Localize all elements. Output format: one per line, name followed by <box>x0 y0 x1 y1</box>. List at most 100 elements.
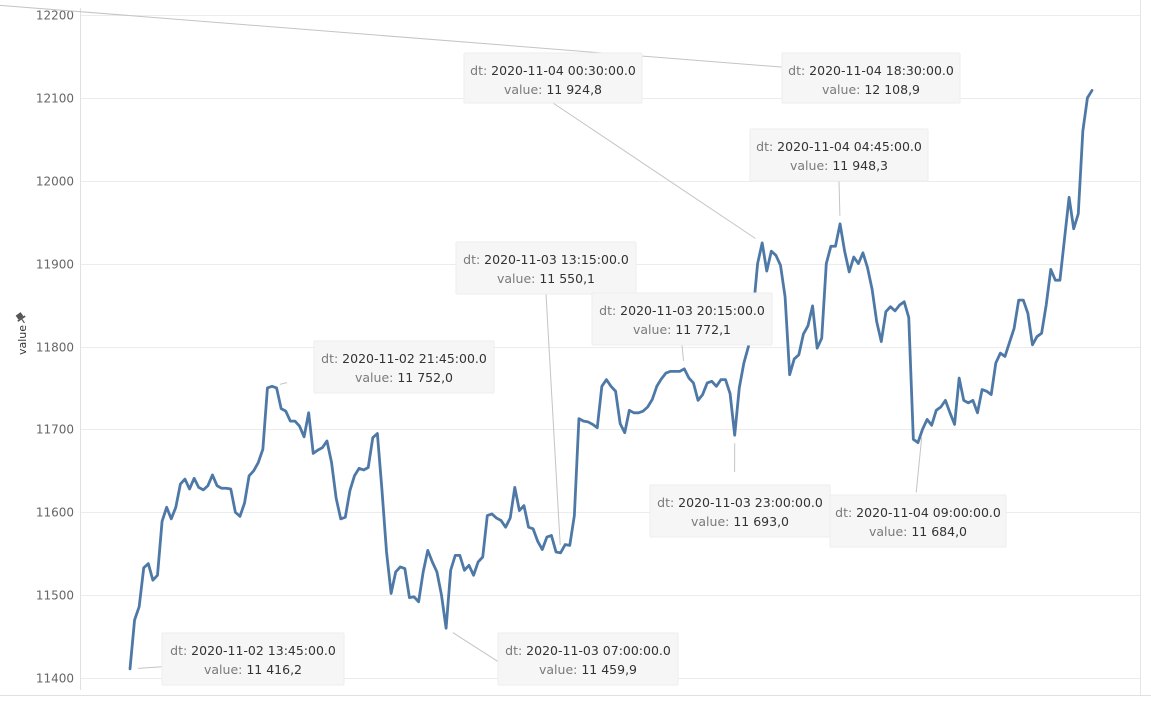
annotation-dt-value: 2020-11-02 21:45:00.0 <box>342 351 487 366</box>
annotation-value-number: 11 693,0 <box>733 514 789 529</box>
annotation-callout-box <box>455 241 637 295</box>
annotation-dt-value: 2020-11-04 18:30:00.0 <box>809 63 954 78</box>
annotation-callout: dt: 2020-11-04 04:45:00.0 value: 11 948,3 <box>749 128 929 182</box>
annotation-dt-text: dt: 2020-11-03 13:15:00.0 <box>463 252 629 267</box>
annotation-dt-text: dt: 2020-11-04 04:45:00.0 <box>756 139 922 154</box>
annotation-value-number: 12 108,9 <box>864 82 920 97</box>
annotation-dt-value: 2020-11-03 07:00:00.0 <box>526 643 671 658</box>
annotation-dt-key: dt: <box>321 351 342 366</box>
annotation-value-text: value: 11 924,8 <box>504 82 602 97</box>
annotation-dt-value: 2020-11-03 13:15:00.0 <box>484 252 629 267</box>
gridlines <box>81 15 1140 679</box>
annotation-value-number: 11 772,1 <box>675 322 731 337</box>
annotation-value-key: value: <box>539 662 581 677</box>
annotation-callout-box <box>749 128 929 182</box>
y-tick-label: 11800 <box>36 341 74 355</box>
annotation-dt-key: dt: <box>505 643 526 658</box>
annotation-callout: dt: 2020-11-04 09:00:00.0 value: 11 684,0 <box>829 494 1007 548</box>
annotation-value-key: value: <box>822 82 864 97</box>
annotation-value-number: 11 550,1 <box>539 271 595 286</box>
annotation-value-text: value: 12 108,9 <box>822 82 920 97</box>
annotation-value-key: value: <box>355 370 397 385</box>
annotation-leader-line <box>838 180 841 216</box>
annotation-dt-key: dt: <box>788 63 809 78</box>
annotation-dt-text: dt: 2020-11-04 00:30:00.0 <box>470 63 636 78</box>
annotation-dt-text: dt: 2020-11-03 20:15:00.0 <box>599 303 765 318</box>
y-tick-label: 12200 <box>36 9 74 23</box>
annotation-value-key: value: <box>497 271 539 286</box>
y-tick-label: 12000 <box>36 175 74 189</box>
annotation-callout: dt: 2020-11-04 18:30:00.0 value: 12 108,9 <box>781 52 961 104</box>
pin-icon[interactable] <box>14 311 28 325</box>
annotation-dt-text: dt: 2020-11-04 09:00:00.0 <box>835 505 1001 520</box>
annotation-callout-box <box>161 632 345 686</box>
annotation-value-key: value: <box>504 82 546 97</box>
annotation-callout-box <box>463 52 643 104</box>
annotation-value-text: value: 11 550,1 <box>497 271 595 286</box>
annotation-dt-key: dt: <box>599 303 620 318</box>
annotation-leader-line <box>137 666 163 669</box>
annotation-dt-value: 2020-11-04 00:30:00.0 <box>491 63 636 78</box>
annotation-callout-box <box>591 292 773 346</box>
y-tick-label: 12100 <box>36 92 74 106</box>
annotation-callout-box <box>649 484 831 538</box>
annotation-dt-text: dt: 2020-11-03 23:00:00.0 <box>657 495 823 510</box>
series-line <box>128 89 1094 671</box>
annotation-callout-box <box>497 632 679 686</box>
annotation-dt-key: dt: <box>463 252 484 267</box>
annotation-leader-line <box>279 382 288 385</box>
annotation-value-text: value: 11 684,0 <box>869 524 967 539</box>
annotation-value-text: value: 11 416,2 <box>204 662 302 677</box>
annotation-leader-line <box>552 102 756 239</box>
annotation-callout: dt: 2020-11-03 13:15:00.0 value: 11 550,1 <box>455 241 637 295</box>
annotation-callout: dt: 2020-11-04 00:30:00.0 value: 11 924,8 <box>463 52 643 104</box>
y-tick-label: 11900 <box>36 258 74 272</box>
annotation-callout: dt: 2020-11-03 23:00:00.0 value: 11 693,0 <box>649 484 831 538</box>
annotation-leader-line <box>545 293 561 545</box>
annotation-dt-text: dt: 2020-11-02 21:45:00.0 <box>321 351 487 366</box>
annotation-value-key: value: <box>790 158 832 173</box>
annotation-value-text: value: 11 693,0 <box>691 514 789 529</box>
annotation-callout-box <box>313 340 495 394</box>
y-tick-labels: 11400 11500 11600 11700 11800 11900 12000 12100… <box>36 9 74 686</box>
annotation-dt-key: dt: <box>170 643 191 658</box>
annotation-value-number: 11 684,0 <box>911 524 967 539</box>
annotation-leader-line <box>681 344 684 361</box>
y-axis-title-text: value <box>16 325 29 355</box>
annotation-value-key: value: <box>633 322 675 337</box>
annotation-value-number: 11 416,2 <box>246 662 302 677</box>
annotation-leader-line <box>0 4 952 81</box>
y-tick-label: 11700 <box>36 423 74 437</box>
y-tick-label: 11400 <box>36 672 74 686</box>
annotation-dt-text: dt: 2020-11-02 13:45:00.0 <box>170 643 336 658</box>
annotation-leaders <box>0 4 952 669</box>
annotation-value-number: 11 459,9 <box>581 662 637 677</box>
annotation-callout: dt: 2020-11-03 20:15:00.0 value: 11 772,1 <box>591 292 773 346</box>
annotation-value-key: value: <box>691 514 733 529</box>
annotation-dt-key: dt: <box>657 495 678 510</box>
annotation-value-text: value: 11 772,1 <box>633 322 731 337</box>
annotation-dt-key: dt: <box>835 505 856 520</box>
annotation-value-text: value: 11 459,9 <box>539 662 637 677</box>
annotation-callout: dt: 2020-11-03 07:00:00.0 value: 11 459,9 <box>497 632 679 686</box>
annotation-value-key: value: <box>204 662 246 677</box>
annotation-dt-value: 2020-11-03 23:00:00.0 <box>678 495 823 510</box>
y-tick-label: 11600 <box>36 506 74 520</box>
annotation-callouts: dt: 2020-11-02 13:45:00.0 value: 11 416,2… <box>161 52 1007 686</box>
series-line-path <box>128 89 1094 671</box>
y-axis-title: value <box>16 325 29 355</box>
annotation-value-text: value: 11 752,0 <box>355 370 453 385</box>
annotation-value-text: value: 11 948,3 <box>790 158 888 173</box>
annotation-dt-key: dt: <box>756 139 777 154</box>
annotation-value-key: value: <box>869 524 911 539</box>
annotation-dt-key: dt: <box>470 63 491 78</box>
annotation-value-number: 11 924,8 <box>546 82 602 97</box>
annotation-dt-value: 2020-11-04 04:45:00.0 <box>777 139 922 154</box>
annotation-callout: dt: 2020-11-02 21:45:00.0 value: 11 752,0 <box>313 340 495 394</box>
annotation-dt-value: 2020-11-02 13:45:00.0 <box>191 643 336 658</box>
annotation-dt-text: dt: 2020-11-03 07:00:00.0 <box>505 643 671 658</box>
annotation-value-number: 11 752,0 <box>397 370 453 385</box>
annotation-leader-line <box>915 437 923 493</box>
